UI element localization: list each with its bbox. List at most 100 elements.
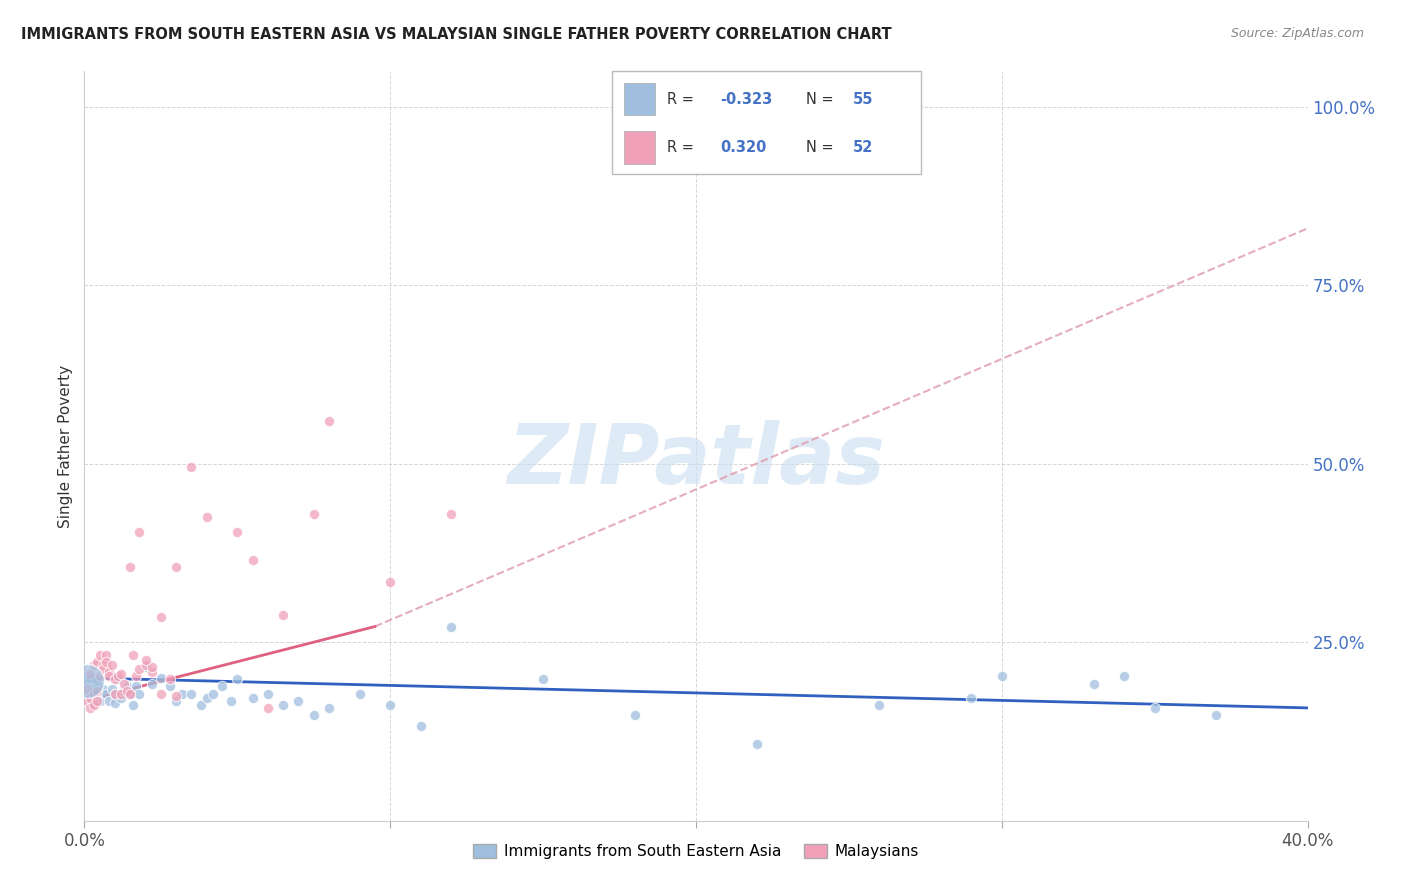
Point (89, 648, 111, 662)
Point (380, 574, 402, 589)
Point (125, 680, 148, 694)
Point (115, 680, 138, 694)
Point (271, 698, 294, 712)
Point (79, 671, 101, 685)
Point (201, 687, 224, 701)
Text: Source: ZipAtlas.com: Source: ZipAtlas.com (1230, 27, 1364, 40)
Point (165, 560, 187, 574)
Point (318, 414, 340, 428)
Point (97, 694, 120, 708)
Point (86, 674, 108, 689)
Point (380, 698, 402, 712)
Point (110, 687, 132, 701)
Point (120, 687, 142, 701)
Point (149, 671, 172, 685)
Point (149, 687, 172, 701)
Point (104, 673, 127, 687)
Point (172, 687, 194, 701)
Point (86, 683, 108, 698)
Point (83, 681, 105, 696)
Point (165, 694, 187, 708)
Point (242, 553, 264, 567)
Text: R =: R = (668, 92, 699, 106)
Point (409, 719, 432, 733)
Point (91, 681, 114, 696)
Point (101, 681, 124, 696)
Point (159, 673, 181, 687)
Text: IMMIGRANTS FROM SOUTH EASTERN ASIA VS MALAYSIAN SINGLE FATHER POVERTY CORRELATIO: IMMIGRANTS FROM SOUTH EASTERN ASIA VS MA… (21, 27, 891, 42)
Point (107, 669, 129, 683)
Point (1143, 701, 1166, 715)
Point (257, 701, 280, 715)
Point (302, 708, 325, 723)
Point (159, 680, 181, 694)
Point (226, 673, 249, 687)
Point (318, 701, 340, 715)
Point (135, 658, 157, 673)
Point (257, 687, 280, 701)
Text: 52: 52 (853, 140, 873, 155)
Point (79, 701, 101, 715)
Point (94, 687, 117, 701)
Point (110, 667, 132, 681)
FancyBboxPatch shape (612, 71, 921, 174)
Point (141, 660, 163, 674)
Point (79, 690, 101, 705)
Point (89, 694, 111, 708)
Point (83, 658, 105, 673)
Text: N =: N = (807, 92, 839, 106)
Point (195, 510, 218, 524)
Text: -0.323: -0.323 (720, 92, 772, 106)
Point (1114, 669, 1136, 683)
Point (141, 665, 163, 680)
Point (86, 655, 108, 669)
Point (120, 687, 142, 701)
Point (128, 524, 150, 539)
Point (149, 610, 172, 624)
Point (94, 655, 117, 669)
Point (79, 689, 101, 703)
Point (112, 683, 135, 698)
Point (76, 674, 98, 689)
Point (141, 676, 163, 690)
Point (91, 662, 114, 676)
Point (122, 648, 145, 662)
Point (1083, 676, 1105, 690)
Point (211, 680, 233, 694)
Point (94, 648, 117, 662)
Point (349, 687, 371, 701)
Point (110, 690, 132, 705)
Point (86, 694, 108, 708)
Point (624, 708, 647, 723)
Point (1205, 708, 1227, 723)
Point (83, 696, 105, 710)
Point (115, 683, 138, 698)
Point (122, 698, 145, 712)
Point (180, 687, 202, 701)
Text: N =: N = (807, 140, 839, 155)
Point (135, 653, 157, 667)
Point (91, 658, 114, 673)
Point (440, 507, 463, 521)
Y-axis label: Single Father Poverty: Single Father Poverty (58, 365, 73, 527)
Point (120, 560, 142, 574)
Point (83, 687, 105, 701)
Point (128, 687, 150, 701)
Point (180, 460, 202, 475)
Point (991, 669, 1014, 683)
Point (128, 662, 150, 676)
Point (89, 669, 111, 683)
Text: 55: 55 (853, 92, 873, 106)
Point (190, 698, 212, 712)
Point (83, 698, 105, 712)
Point (101, 658, 124, 673)
Point (869, 698, 891, 712)
Point (76, 694, 98, 708)
Point (135, 660, 157, 674)
Point (195, 690, 218, 705)
Point (104, 696, 127, 710)
Point (107, 673, 129, 687)
FancyBboxPatch shape (624, 83, 655, 115)
Point (79, 667, 101, 681)
Legend: Immigrants from South Eastern Asia, Malaysians: Immigrants from South Eastern Asia, Mala… (467, 838, 925, 865)
